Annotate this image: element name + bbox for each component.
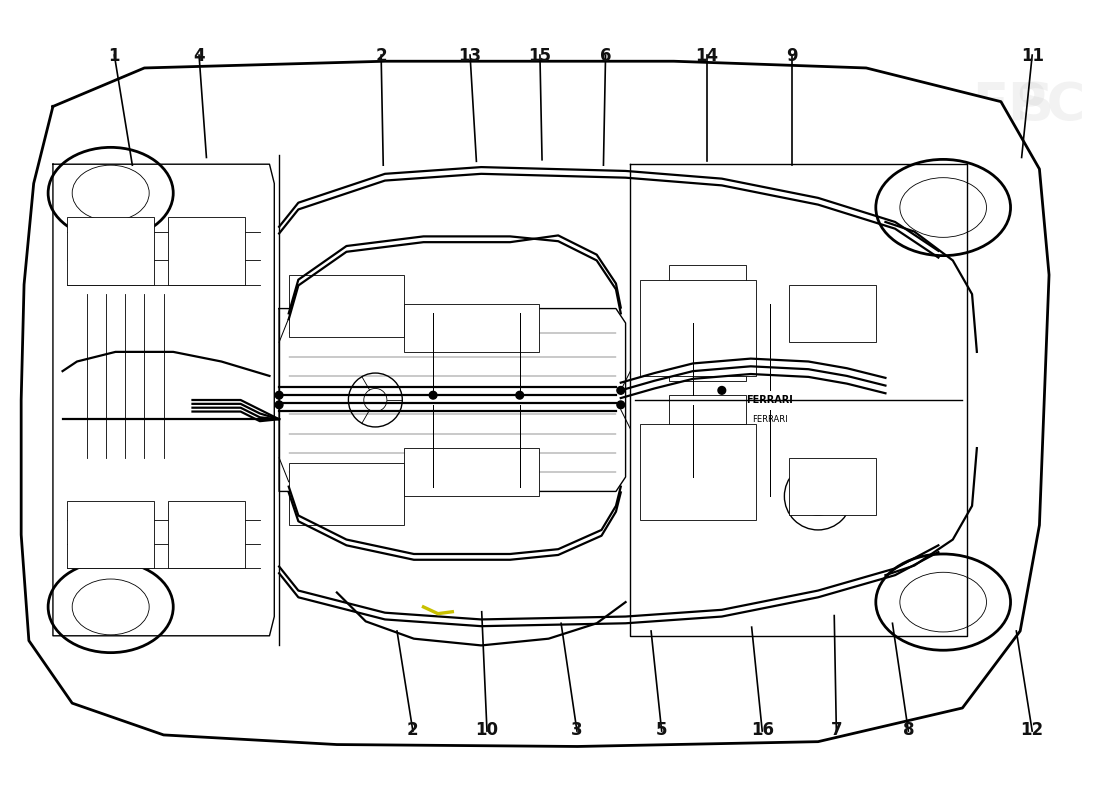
Bar [168, 217, 245, 285]
Text: 7: 7 [830, 721, 843, 738]
Circle shape [275, 391, 283, 399]
Text: 15: 15 [528, 47, 551, 66]
Bar [669, 352, 746, 381]
Circle shape [516, 391, 524, 399]
Bar [789, 458, 876, 515]
Text: S: S [1015, 80, 1054, 132]
Text: 9: 9 [786, 47, 798, 66]
Text: 6: 6 [600, 47, 612, 66]
Bar [669, 395, 746, 424]
Text: a passion for parts: a passion for parts [358, 410, 702, 562]
Text: 10: 10 [475, 721, 498, 738]
Bar [789, 285, 876, 342]
Bar [288, 275, 404, 338]
Text: 3: 3 [571, 721, 583, 738]
Text: 14: 14 [695, 47, 718, 66]
Text: 2: 2 [407, 721, 419, 738]
Bar [168, 501, 245, 569]
Text: 11: 11 [1021, 47, 1044, 66]
Bar [67, 501, 154, 569]
Text: 2: 2 [375, 47, 387, 66]
Bar [669, 309, 746, 338]
Bar [640, 280, 756, 376]
Bar [67, 217, 154, 285]
Circle shape [718, 386, 726, 394]
Text: 16: 16 [750, 721, 773, 738]
Text: FERRARI: FERRARI [747, 395, 793, 405]
Text: FERRARI: FERRARI [752, 414, 788, 424]
Circle shape [429, 391, 437, 399]
Bar [669, 266, 746, 294]
Bar [404, 448, 539, 496]
Text: 12: 12 [1021, 721, 1044, 738]
Text: EPC: EPC [972, 80, 1086, 132]
Text: 5: 5 [656, 721, 668, 738]
Circle shape [617, 401, 625, 409]
Bar [640, 424, 756, 520]
Text: 1: 1 [109, 47, 120, 66]
Bar [288, 462, 404, 525]
Bar [404, 304, 539, 352]
Circle shape [617, 386, 625, 394]
Circle shape [275, 401, 283, 409]
Polygon shape [21, 62, 1049, 746]
Text: 4: 4 [194, 47, 205, 66]
Text: 8: 8 [903, 721, 914, 738]
Text: 13: 13 [459, 47, 482, 66]
